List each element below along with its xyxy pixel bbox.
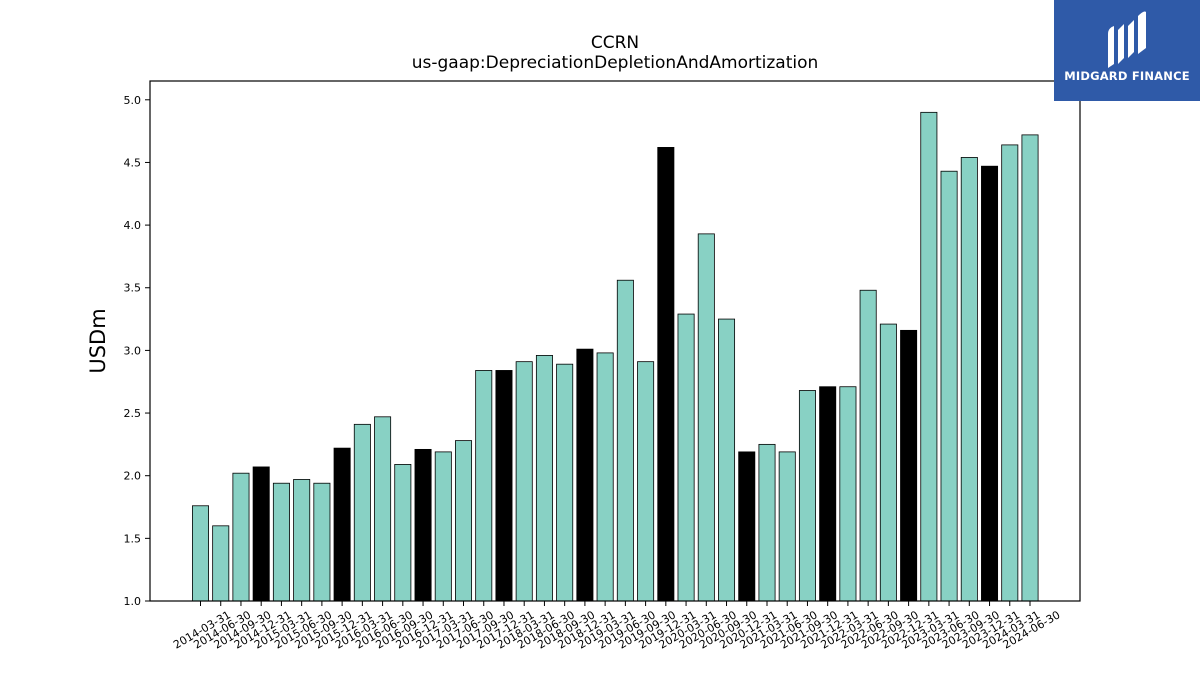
bar-2021-06-30 [778, 451, 796, 602]
bar-2023-03-31 [920, 111, 938, 602]
bar-2022-12-31 [900, 329, 918, 602]
bar-2021-12-31 [819, 386, 837, 602]
bar-2018-06-30 [535, 355, 553, 602]
bar-2023-09-30 [960, 157, 978, 602]
bar-2017-06-30 [455, 440, 473, 602]
bar-2022-03-31 [839, 386, 857, 602]
bar-2014-12-31 [252, 466, 270, 602]
bar-2015-06-30 [293, 479, 311, 602]
midgard-finance-logo: MIDGARD FINANCE [1054, 0, 1200, 101]
bar-2017-12-31 [495, 370, 513, 602]
bar-2019-03-31 [596, 352, 614, 602]
bar-2020-03-31 [677, 313, 695, 602]
bar-2020-12-31 [738, 451, 756, 602]
y-axis-label: USDm [86, 308, 110, 373]
bar-2019-09-30 [637, 361, 655, 602]
y-tick-label: 4.0 [124, 219, 142, 232]
bar-2016-12-31 [414, 448, 432, 602]
bar-2018-03-31 [515, 361, 533, 602]
bar-2017-09-30 [475, 370, 493, 602]
logo-mark-icon [1108, 11, 1146, 68]
bar-2016-03-31 [353, 423, 371, 602]
chart-title: CCRN [591, 33, 639, 53]
bar-2021-09-30 [798, 390, 816, 602]
bar-2015-03-31 [272, 482, 290, 602]
bar-2024-06-30 [1021, 134, 1039, 602]
bar-2021-03-31 [758, 443, 776, 602]
bar-2023-12-31 [981, 165, 999, 602]
y-tick-label: 3.5 [124, 282, 142, 295]
bar-2018-12-31 [576, 348, 594, 602]
bar-2014-09-30 [232, 472, 250, 602]
bar-2019-06-30 [616, 279, 634, 602]
bar-2020-06-30 [697, 233, 715, 602]
chart-subtitle: us-gaap:DepreciationDepletionAndAmortiza… [412, 53, 819, 73]
bar-2015-12-31 [333, 447, 351, 602]
y-tick-label: 1.5 [124, 532, 142, 545]
bar-2014-06-30 [212, 525, 230, 602]
bar-2022-06-30 [859, 289, 877, 602]
plot-frame [149, 80, 1081, 602]
y-tick-label: 3.0 [124, 344, 142, 357]
y-axis: 1.0 1.5 2.0 2.5 3.0 3.5 4.0 4.5 5.0 [124, 94, 150, 608]
logo-text: MIDGARD FINANCE [1064, 69, 1190, 83]
x-axis: 2014-03-312014-06-302014-09-302014-12-31… [171, 601, 1063, 652]
y-tick-label: 4.5 [124, 156, 142, 169]
bar-2014-03-31 [192, 505, 210, 602]
bar-2022-09-30 [879, 323, 897, 602]
bar-2019-12-31 [657, 147, 675, 602]
bar-2024-03-31 [1001, 144, 1019, 602]
y-tick-label: 2.0 [124, 470, 142, 483]
bar-2015-09-30 [313, 482, 331, 602]
bars-group [192, 111, 1039, 602]
y-tick-label: 2.5 [124, 407, 142, 420]
y-tick-label: 1.0 [124, 595, 142, 608]
bar-2016-06-30 [374, 416, 392, 602]
bar-2023-06-30 [940, 170, 958, 602]
bar-2017-03-31 [434, 451, 452, 602]
bar-2016-09-30 [394, 464, 412, 602]
bar-2020-09-30 [718, 318, 736, 602]
bar-2018-09-30 [556, 363, 574, 602]
y-tick-label: 5.0 [124, 94, 142, 107]
